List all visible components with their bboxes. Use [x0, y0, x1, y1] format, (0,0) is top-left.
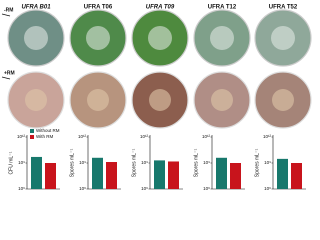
colony: [271, 26, 295, 50]
bar: [154, 160, 165, 189]
bar: [45, 163, 56, 189]
y-tick-label: 10⁹: [18, 160, 25, 165]
y-axis-label: Spores mL⁻¹: [254, 148, 260, 177]
colony: [210, 26, 234, 50]
bar: [291, 163, 302, 189]
y-tick-label: 10⁶: [18, 186, 25, 191]
strain-label: UFRA T09: [146, 5, 175, 11]
y-tick-label: 10⁶: [79, 186, 86, 191]
legend-swatch: [30, 129, 34, 133]
bar: [216, 157, 227, 189]
bar: [106, 162, 117, 189]
strain-label: UFRA B01: [21, 5, 51, 11]
y-axis-label: Spores mL⁻¹: [131, 148, 137, 177]
y-axis-label: CFU mL⁻¹: [8, 151, 14, 174]
strain-label: UFRA T12: [208, 5, 237, 11]
strain-label: UFRA T06: [84, 5, 113, 11]
y-tick-label: 10⁶: [141, 186, 148, 191]
colony: [24, 26, 48, 50]
bar: [230, 163, 241, 189]
figure: -RM +RM UFRA B01 UFRA T06 UFRA T09 UFRA T12…: [1, 5, 312, 191]
y-axis-label: Spores mL⁻¹: [193, 148, 199, 177]
y-tick-label: 10¹²: [263, 134, 272, 139]
colony: [86, 26, 110, 50]
y-axis-label: Spores mL⁻¹: [69, 148, 75, 177]
row-label: +RM: [4, 70, 15, 76]
colony: [148, 26, 172, 50]
bar: [277, 158, 288, 189]
colony: [87, 89, 109, 111]
y-tick-label: 10¹²: [78, 134, 87, 139]
y-tick-label: 10⁶: [203, 186, 210, 191]
arrow: [1, 13, 11, 17]
row-label: -RM: [4, 7, 13, 13]
colony: [272, 89, 294, 111]
bar: [168, 161, 179, 189]
y-tick-label: 10⁹: [264, 160, 271, 165]
y-tick-label: 10¹²: [140, 134, 149, 139]
bar: [92, 157, 103, 189]
legend-label: With RM: [36, 134, 54, 139]
colony: [211, 89, 233, 111]
colony: [25, 89, 47, 111]
strain-label: UFRA T52: [269, 5, 298, 11]
colony: [149, 89, 171, 111]
legend-label: Without RM: [36, 128, 60, 133]
bar: [31, 156, 42, 189]
y-tick-label: 10⁹: [203, 160, 210, 165]
legend-swatch: [30, 135, 34, 139]
y-tick-label: 10¹²: [17, 134, 26, 139]
y-tick-label: 10⁹: [79, 160, 86, 165]
y-tick-label: 10⁶: [264, 186, 271, 191]
y-tick-label: 10⁹: [141, 160, 148, 165]
y-tick-label: 10¹²: [202, 134, 211, 139]
arrow: [1, 76, 11, 80]
